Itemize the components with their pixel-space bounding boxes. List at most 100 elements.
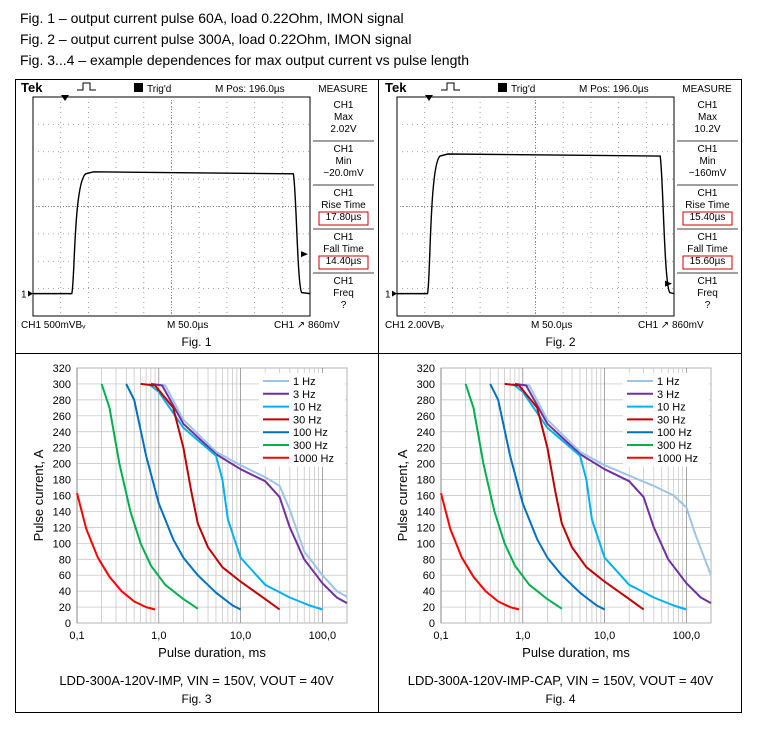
measure-value: CH1 bbox=[333, 232, 353, 243]
legend-label: 100 Hz bbox=[657, 427, 692, 439]
measure-value: CH1 bbox=[697, 232, 717, 243]
y-tick-label: 80 bbox=[423, 554, 435, 566]
y-tick-label: 120 bbox=[53, 522, 71, 534]
y-tick-label: 280 bbox=[53, 395, 71, 407]
legend-label: 300 Hz bbox=[293, 440, 328, 452]
series-line-30-hz bbox=[504, 382, 645, 611]
series-line-3-hz bbox=[514, 382, 712, 604]
y-tick-label: 240 bbox=[53, 427, 71, 439]
legend-label: 30 Hz bbox=[657, 414, 686, 426]
trigger-position-marker bbox=[425, 95, 433, 101]
measure-value: CH1 bbox=[333, 188, 353, 199]
measure-highlight-box bbox=[318, 255, 369, 270]
y-tick-label: 180 bbox=[417, 475, 435, 487]
y-tick-label: 100 bbox=[417, 538, 435, 550]
x-tick-label: 0,1 bbox=[433, 630, 448, 642]
figure-divider-vertical bbox=[378, 79, 379, 713]
caption-fig4: Fig. 4 bbox=[545, 692, 576, 706]
legend-label: 100 Hz bbox=[293, 427, 328, 439]
intro-line-3: Fig. 3...4 – example dependences for max… bbox=[20, 52, 470, 68]
measure-value: 15.40µs bbox=[690, 212, 726, 223]
y-tick-label: 100 bbox=[53, 538, 71, 550]
y-tick-label: 300 bbox=[417, 379, 435, 391]
legend-label: 1000 Hz bbox=[293, 453, 334, 465]
y-tick-label: 200 bbox=[53, 459, 71, 471]
series-line-1000-hz bbox=[440, 492, 520, 611]
x-tick-label: 100,0 bbox=[673, 630, 701, 642]
scope-trig-status: Trig'd bbox=[511, 84, 535, 95]
legend-label: 10 Hz bbox=[293, 402, 322, 414]
measure-value: 14.40µs bbox=[326, 256, 362, 267]
y-tick-label: 280 bbox=[417, 395, 435, 407]
legend-label: 3 Hz bbox=[657, 389, 680, 401]
measure-value: 2.02V bbox=[330, 124, 356, 135]
y-tick-label: 300 bbox=[53, 379, 71, 391]
scope-timebase: M 50.0µs bbox=[531, 320, 572, 330]
channel-ground-marker bbox=[28, 290, 33, 297]
measure-value: −20.0mV bbox=[323, 168, 364, 179]
scope-mpos: M Pos: 196.0µs bbox=[579, 84, 649, 95]
measure-value: CH1 bbox=[697, 188, 717, 199]
caption-fig2: Fig. 2 bbox=[545, 335, 576, 349]
y-tick-label: 320 bbox=[417, 363, 435, 375]
oscilloscope-fig2: Tek Trig'd M Pos: 196.0µs MEASURE1CH1Max10.… bbox=[381, 80, 740, 330]
y-tick-label: 320 bbox=[53, 363, 71, 375]
scope-background bbox=[17, 80, 376, 330]
scope-measure-title: MEASURE bbox=[682, 84, 732, 95]
scope-timebase: M 50.0µs bbox=[167, 320, 208, 330]
measure-highlight-box bbox=[682, 211, 733, 226]
x-tick-label: 10,0 bbox=[594, 630, 615, 642]
measure-value: 17.80µs bbox=[326, 212, 362, 223]
trigger-level-marker bbox=[665, 280, 672, 287]
y-tick-label: 40 bbox=[59, 586, 71, 598]
intro-line-2: Fig. 2 – output current pulse 300A, load… bbox=[20, 31, 412, 47]
x-tick-label: 1,0 bbox=[515, 630, 530, 642]
scope-background bbox=[381, 80, 740, 330]
y-tick-label: 220 bbox=[417, 443, 435, 455]
scope-waveform bbox=[397, 153, 675, 295]
measure-value: Max bbox=[334, 112, 353, 123]
y-tick-label: 180 bbox=[53, 475, 71, 487]
measure-value: CH1 bbox=[333, 144, 353, 155]
y-tick-label: 60 bbox=[59, 570, 71, 582]
scope-trigger-level: CH1 ↗ 860mV bbox=[638, 320, 704, 330]
measure-value: Freq bbox=[333, 288, 354, 299]
scope-waveform bbox=[33, 171, 311, 295]
y-tick-label: 40 bbox=[423, 586, 435, 598]
trigger-level-marker bbox=[301, 251, 308, 258]
y-tick-label: 0 bbox=[429, 618, 435, 630]
figure-divider-horizontal bbox=[15, 353, 742, 354]
x-tick-label: 1,0 bbox=[151, 630, 166, 642]
channel-marker-label: 1 bbox=[21, 290, 27, 301]
series-line-300-hz bbox=[100, 383, 199, 610]
measure-value: Min bbox=[335, 156, 351, 167]
y-tick-label: 60 bbox=[423, 570, 435, 582]
measure-value: Freq bbox=[697, 288, 718, 299]
y-tick-label: 120 bbox=[417, 522, 435, 534]
measure-value: CH1 bbox=[697, 276, 717, 287]
measure-value: Rise Time bbox=[685, 200, 730, 211]
legend-label: 10 Hz bbox=[657, 402, 686, 414]
legend-label: 1 Hz bbox=[657, 376, 680, 388]
scope-ch-scale: CH1 2.00VBᵥ bbox=[385, 320, 445, 330]
y-tick-label: 200 bbox=[417, 459, 435, 471]
scope-trigger-level: CH1 ↗ 860mV bbox=[274, 320, 340, 330]
measure-value: Fall Time bbox=[687, 244, 728, 255]
caption-fig1: Fig. 1 bbox=[181, 335, 212, 349]
trigger-position-marker bbox=[61, 95, 69, 101]
measure-value: Max bbox=[698, 112, 717, 123]
measure-value: 15.60µs bbox=[690, 256, 726, 267]
scope-mpos: M Pos: 196.0µs bbox=[215, 84, 285, 95]
trig-status-icon bbox=[498, 83, 507, 92]
oscilloscope-fig1: Tek Trig'd M Pos: 196.0µs MEASURE1CH1Max2.0… bbox=[17, 80, 376, 330]
series-line-30-hz bbox=[140, 382, 281, 611]
measure-highlight-box bbox=[682, 255, 733, 270]
scope-trig-status: Trig'd bbox=[147, 84, 171, 95]
caption-fig3: Fig. 3 bbox=[181, 692, 212, 706]
chart-fig3: 0 20 40 60 80 100 120 140 160 180 200 220 240 260 280 3… bbox=[31, 363, 348, 660]
x-tick-label: 10,0 bbox=[230, 630, 251, 642]
scope-measure-title: MEASURE bbox=[318, 84, 368, 95]
measure-value: CH1 bbox=[333, 100, 353, 111]
channel-ground-marker bbox=[392, 290, 397, 297]
y-tick-label: 220 bbox=[53, 443, 71, 455]
